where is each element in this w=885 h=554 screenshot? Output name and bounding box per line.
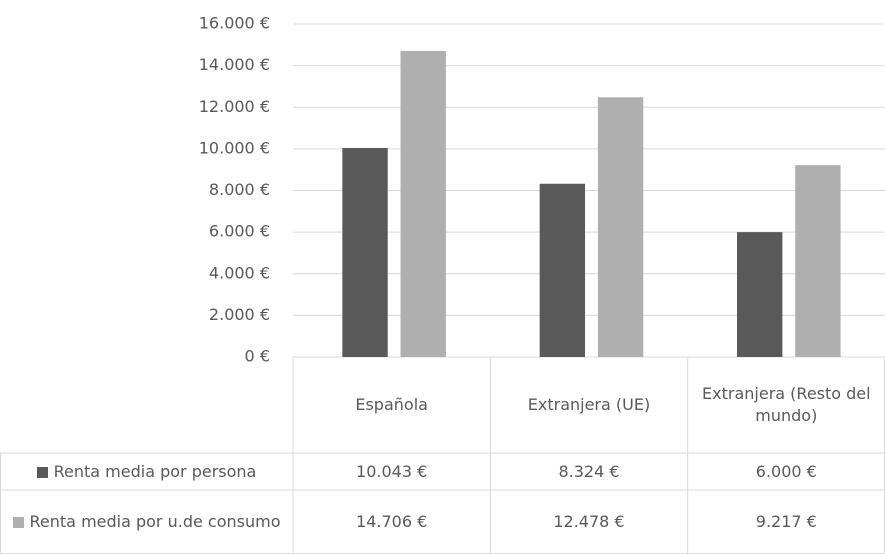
- y-tick-label: 12.000 €: [199, 97, 270, 116]
- data-label-text: 12.478 €: [553, 512, 625, 531]
- y-tick-label: 0 €: [245, 347, 270, 366]
- y-tick-label: 16.000 €: [199, 14, 270, 33]
- category-label-text: Extranjera (Resto del mundo): [702, 384, 871, 425]
- bar: [400, 50, 446, 358]
- bar: [795, 165, 841, 357]
- category-label: Extranjera (UE): [490, 357, 687, 453]
- legend-entry-text: Renta media por persona: [53, 461, 257, 481]
- data-label-text: 10.043 €: [356, 461, 428, 481]
- y-tick-label: 10.000 €: [199, 138, 270, 157]
- y-tick-label: 6.000 €: [209, 222, 270, 241]
- data-label: 6.000 €: [688, 453, 885, 490]
- y-tick-label: 8.000 €: [209, 180, 270, 199]
- category-label: Extranjera (Resto del mundo): [688, 357, 885, 453]
- legend-entry: Renta media por persona: [0, 453, 293, 490]
- category-label-text: Extranjera (UE): [527, 395, 651, 414]
- category-label-text: Española: [355, 395, 428, 414]
- category-label: Española: [293, 357, 490, 453]
- legend-entry-text: Renta media por u.de consumo: [29, 512, 281, 531]
- bar: [342, 147, 388, 357]
- y-tick-label: 14.000 €: [199, 55, 270, 74]
- bar: [737, 232, 783, 357]
- data-label-text: 14.706 €: [356, 512, 428, 531]
- legend-key: [36, 466, 48, 478]
- bar: [539, 183, 586, 357]
- data-label: 8.324 €: [490, 453, 687, 490]
- data-label: 10.043 €: [293, 453, 490, 490]
- data-label-text: 8.324 €: [558, 461, 620, 481]
- legend-key: [12, 517, 24, 528]
- data-label-text: 6.000 €: [755, 461, 817, 481]
- data-label-text: 9.217 €: [755, 512, 817, 531]
- y-tick-label: 2.000 €: [209, 305, 270, 324]
- data-label: 14.706 €: [293, 490, 490, 554]
- legend-entry: Renta media por u.de consumo: [0, 490, 293, 554]
- bar: [597, 97, 644, 357]
- data-label: 9.217 €: [688, 490, 885, 554]
- y-tick-label: 4.000 €: [209, 263, 270, 282]
- data-label: 12.478 €: [490, 490, 687, 554]
